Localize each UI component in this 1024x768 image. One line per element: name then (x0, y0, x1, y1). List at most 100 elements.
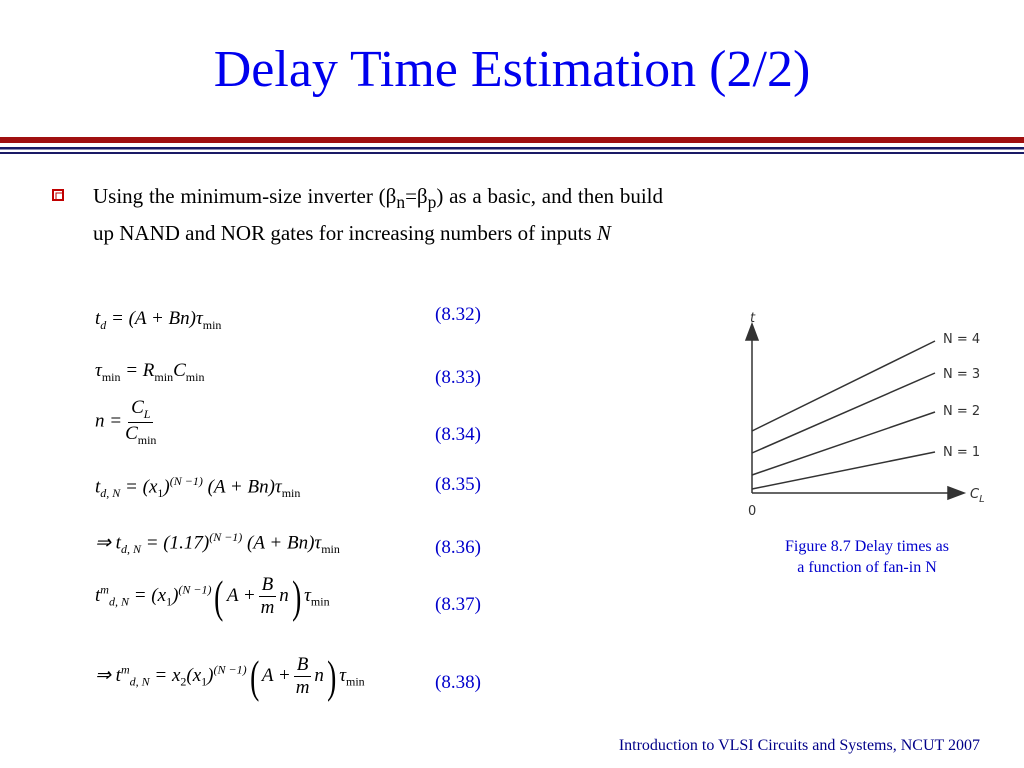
text: C (173, 360, 186, 381)
equation: td = (A + Bn)τmin (95, 308, 221, 333)
text: A + (226, 584, 256, 606)
text: ) (207, 664, 214, 686)
equation-number: (8.32) (435, 304, 481, 325)
arrow (947, 485, 967, 501)
text: min (185, 369, 205, 384)
text: min (346, 674, 365, 689)
text: m (260, 597, 275, 618)
text: t (95, 476, 101, 498)
delay-line (751, 451, 936, 490)
text: min (321, 542, 340, 557)
text: 1 (201, 674, 208, 689)
text: d, N (120, 542, 141, 557)
text: n (279, 584, 289, 606)
equation-number: (8.33) (435, 367, 481, 388)
text: ⇒ t (95, 532, 121, 554)
figure-caption: Figure 8.7 Delay times as a function of f… (747, 536, 987, 578)
text: ⇒ t (95, 664, 121, 686)
figure (744, 321, 967, 501)
text: min (154, 369, 174, 384)
footer: Introduction to VLSI Circuits and System… (618, 737, 980, 754)
line-label: N = 3 (943, 367, 980, 382)
line-label: N = 1 (943, 445, 980, 460)
rule-navy (0, 152, 1024, 154)
equation-number: (8.36) (435, 537, 481, 558)
caption-line: a function of fan-in N (797, 559, 937, 576)
arrow (744, 321, 760, 341)
origin-label: 0 (748, 504, 756, 519)
text: τ (95, 360, 102, 381)
text: (N −1) (169, 474, 203, 488)
text: 1 (157, 486, 164, 501)
rule-red (0, 137, 1024, 143)
equation: td, N = (x1)(N −1) (A + Bn)τmin (95, 474, 300, 501)
text: d, N (108, 594, 129, 609)
equation: τmin = RminCmin (95, 360, 204, 385)
text: τ (339, 664, 347, 686)
equation-number: (8.34) (435, 424, 481, 445)
text: min (202, 317, 222, 332)
text: n (396, 192, 406, 213)
text: C (125, 422, 138, 444)
equation-number: (8.38) (435, 672, 481, 693)
equation: ⇒ td, N = (1.17)(N −1) (A + Bn)τmin (95, 530, 340, 557)
text: t (95, 584, 101, 606)
text: B (258, 574, 277, 597)
text: d, N (100, 486, 121, 501)
text: (x (186, 664, 202, 686)
fraction: CL Cmin (125, 397, 156, 448)
text: d (100, 317, 107, 332)
text: ) (163, 476, 170, 498)
axis-label: CL (970, 487, 985, 505)
axis-label: C (970, 487, 980, 502)
text: min (137, 432, 157, 447)
text: = (A + Bn)τ (111, 308, 203, 329)
equation-number: (8.35) (435, 474, 481, 495)
rule-navy (0, 147, 1024, 150)
equation-number: (8.37) (435, 594, 481, 615)
bullet-icon (55, 192, 64, 201)
text: 1 (166, 594, 173, 609)
text: 2 (180, 674, 187, 689)
text: A + (261, 664, 291, 686)
text: min (281, 486, 301, 501)
caption-line: Figure 8.7 Delay times as (785, 538, 949, 555)
text: N (596, 221, 611, 246)
delay-line (751, 372, 936, 454)
text: (N −1) (178, 582, 212, 597)
text: B (293, 654, 312, 677)
text: (N −1) (209, 530, 243, 544)
bullet-text: Using the minimum-size inverter (βn=βp) … (93, 181, 663, 249)
text: = (1.17) (145, 532, 210, 554)
text: m (120, 662, 130, 677)
text: L (143, 406, 151, 421)
text: m (295, 677, 310, 698)
text: = (x (133, 584, 167, 606)
text: n (314, 664, 324, 686)
equation: n = CL Cmin (95, 397, 159, 448)
text: p (427, 192, 437, 213)
text: (N −1) (213, 662, 247, 677)
text: t (95, 308, 101, 329)
text: = (x (125, 476, 158, 498)
line-label: N = 2 (943, 404, 980, 419)
text: = x (154, 664, 181, 686)
text: Using the minimum-size inverter (β (93, 184, 397, 208)
text: C (131, 397, 144, 418)
text: m (100, 582, 109, 597)
text: n = (95, 410, 123, 432)
text: ) as a basic, and then build up NAND and… (93, 184, 663, 246)
text: (A + Bn)τ (207, 476, 282, 498)
axis-label: L (979, 494, 985, 505)
slide-title: Delay Time Estimation (2/2) (213, 41, 811, 98)
delay-line (751, 340, 936, 432)
text: = R (125, 360, 155, 381)
axis-label: t (750, 311, 756, 326)
text: d, N (129, 674, 150, 689)
delay-line (751, 411, 936, 476)
text: min (310, 594, 330, 609)
